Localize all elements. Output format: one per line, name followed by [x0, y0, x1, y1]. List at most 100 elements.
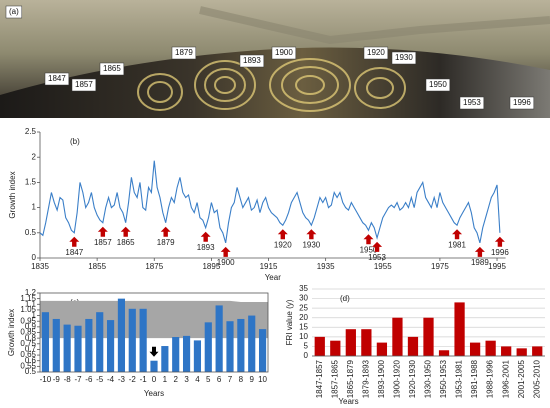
- bar: [106, 320, 115, 372]
- photo-label: 1900: [275, 48, 293, 57]
- x-tick-label: 1981-1988: [470, 359, 479, 398]
- y-tick-label: 0: [304, 351, 309, 360]
- annotation-arrow: [372, 241, 383, 252]
- bar: [345, 329, 356, 356]
- bar: [172, 337, 180, 372]
- y-tick-label: 1.1: [25, 299, 37, 308]
- y-tick-label: 0.5: [25, 228, 37, 237]
- x-tick-label: 1893-1900: [377, 359, 386, 398]
- bar: [193, 340, 202, 372]
- x-tick-label: 8: [239, 375, 244, 384]
- annotation-label: 1989: [471, 258, 489, 267]
- x-tick-label: -10: [40, 375, 52, 384]
- y-tick-label: 0.9: [25, 322, 37, 331]
- bar: [423, 317, 434, 356]
- annotation-arrow: [494, 236, 505, 247]
- x-tick-label: -5: [96, 375, 104, 384]
- x-tick-label: 2001-2005: [517, 359, 526, 398]
- y-tick-label: 1.15: [20, 294, 36, 303]
- bar: [226, 321, 234, 372]
- annotation-label: 1981: [448, 240, 466, 249]
- x-tick-label: -1: [140, 375, 148, 384]
- panel-label: (d): [340, 294, 350, 303]
- bar: [41, 312, 50, 372]
- bar: [215, 305, 223, 372]
- bar: [128, 308, 136, 372]
- bar: [161, 346, 169, 372]
- bar: [74, 325, 82, 372]
- x-tick-label: 1875: [145, 262, 163, 271]
- annotation-label: 1847: [65, 248, 83, 257]
- x-axis-label: Years: [144, 389, 164, 398]
- photo-label-box: [459, 96, 485, 110]
- bar: [85, 318, 93, 372]
- photo-label: 1920: [367, 48, 385, 57]
- x-axis-label: Year: [265, 273, 282, 282]
- x-tick-label: 1857-1865: [330, 359, 339, 398]
- annotation-label: 1953: [368, 253, 386, 262]
- annotation-label: 1996: [491, 248, 509, 257]
- y-axis-label: Growth index: [8, 171, 17, 218]
- bar: [376, 342, 388, 356]
- bar: [438, 350, 450, 356]
- bar: [52, 318, 60, 372]
- x-tick-label: 1915: [260, 262, 278, 271]
- x-tick-label: 1975: [431, 262, 449, 271]
- plot-frame: [39, 292, 269, 373]
- photo-label-box: [271, 46, 297, 60]
- x-tick-label: 1935: [317, 262, 335, 271]
- branch: [199, 6, 550, 45]
- annotation-arrow: [97, 226, 108, 237]
- bar: [204, 322, 212, 372]
- y-tick-label: 2.5: [25, 127, 37, 136]
- annotation-arrow: [69, 236, 80, 247]
- y-tick-label: 0.55: [20, 361, 36, 370]
- y-tick-label: 1: [32, 311, 37, 320]
- annotation-label: 1865: [117, 238, 135, 247]
- x-tick-label: 1835: [31, 262, 49, 271]
- y-tick-label: 20: [299, 313, 308, 322]
- y-tick-label: 0.75: [20, 339, 36, 348]
- x-tick-label: 1930-1950: [424, 359, 433, 398]
- y-tick-label: 10: [299, 332, 308, 341]
- x-tick-label: -9: [53, 375, 61, 384]
- x-tick-label: -4: [107, 375, 115, 384]
- bar: [63, 324, 71, 372]
- y-tick-label: 0.85: [20, 328, 36, 337]
- y-tick-label: 1.2: [25, 288, 37, 297]
- annotation-arrow: [306, 229, 317, 240]
- confidence-band: [40, 300, 268, 339]
- photo-label-box: [363, 46, 389, 60]
- bar: [516, 348, 527, 356]
- y-tick-label: 0.65: [20, 350, 36, 359]
- photo-label: 1893: [243, 56, 261, 65]
- photo-label: 1996: [513, 98, 531, 107]
- bar: [330, 340, 341, 356]
- photo-label: 1930: [395, 53, 413, 62]
- bar: [392, 317, 403, 356]
- x-tick-label: 1996-2001: [501, 359, 510, 398]
- x-tick-label: 5: [206, 375, 211, 384]
- bar: [182, 335, 191, 372]
- x-tick-label: 3: [184, 375, 189, 384]
- y-tick-label: 0.5: [25, 367, 37, 376]
- x-tick-label: 1988-1996: [486, 359, 495, 398]
- x-tick-label: -8: [64, 375, 72, 384]
- annotation-arrow: [363, 234, 374, 245]
- bar: [501, 346, 512, 356]
- photo-label-box: [99, 62, 125, 76]
- y-tick-label: 0.8: [25, 333, 37, 342]
- y-tick-label: 1.05: [20, 305, 36, 314]
- annotation-arrow: [160, 226, 171, 237]
- photo-label-box: [5, 5, 23, 19]
- bar: [454, 302, 465, 356]
- x-tick-label: 4: [195, 375, 200, 384]
- photo-label: 1865: [103, 64, 121, 73]
- annotation-arrow: [474, 246, 485, 257]
- x-tick-label: 1847-1857: [315, 359, 324, 398]
- y-tick-label: 0.95: [20, 316, 36, 325]
- x-tick-label: -7: [74, 375, 82, 384]
- bar: [469, 342, 481, 356]
- bar: [96, 312, 104, 372]
